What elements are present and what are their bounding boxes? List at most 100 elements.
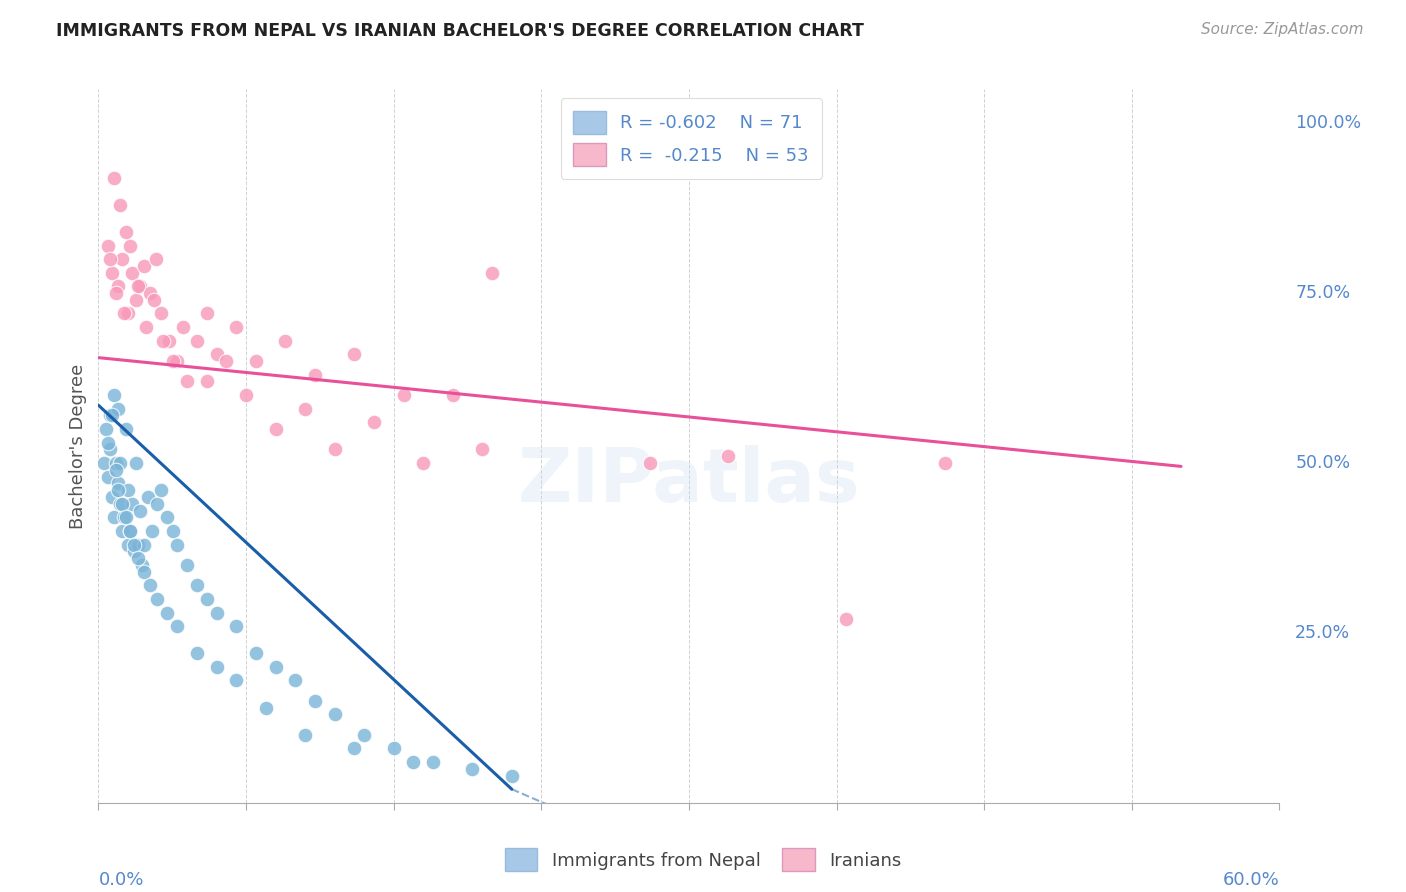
Point [101, 490, 124, 504]
Text: ZIPatlas: ZIPatlas [517, 445, 860, 518]
Point [115, 225, 138, 239]
Point [195, 375, 218, 389]
Point [103, 510, 125, 524]
Point [284, 673, 307, 688]
Point [274, 334, 297, 348]
Point [157, 334, 180, 348]
Point [103, 388, 125, 402]
Point [107, 401, 129, 416]
Point [156, 606, 179, 620]
Point [195, 306, 218, 320]
Point [835, 612, 858, 626]
Point [146, 591, 169, 606]
Point [117, 483, 139, 498]
Point [97, 435, 120, 450]
Point [101, 409, 124, 423]
Text: 25.0%: 25.0% [1295, 624, 1350, 642]
Point [481, 266, 503, 280]
Point [323, 707, 346, 722]
Point [128, 279, 150, 293]
Point [441, 388, 464, 402]
Point [98, 409, 121, 423]
Point [162, 354, 184, 368]
Point [172, 320, 194, 334]
Point [225, 673, 247, 688]
Point [156, 510, 179, 524]
Point [107, 476, 129, 491]
Point [343, 741, 366, 756]
Point [186, 646, 208, 660]
Text: Source: ZipAtlas.com: Source: ZipAtlas.com [1201, 22, 1364, 37]
Point [176, 558, 198, 572]
Point [122, 537, 145, 551]
Point [93, 456, 115, 470]
Point [638, 456, 661, 470]
Point [103, 170, 125, 185]
Point [118, 524, 141, 538]
Point [112, 510, 135, 524]
Point [108, 456, 131, 470]
Point [101, 266, 124, 280]
Point [117, 306, 139, 320]
Point [107, 483, 129, 498]
Point [412, 456, 434, 470]
Point [205, 660, 228, 674]
Point [105, 286, 128, 301]
Point [304, 694, 326, 708]
Point [225, 320, 247, 334]
Point [402, 755, 425, 769]
Point [132, 565, 155, 579]
Point [125, 456, 148, 470]
Point [353, 728, 375, 742]
Point [166, 619, 188, 633]
Text: 60.0%: 60.0% [1223, 871, 1279, 888]
Text: 100.0%: 100.0% [1295, 114, 1361, 132]
Point [136, 490, 159, 504]
Point [294, 728, 316, 742]
Legend: R = -0.602    N = 71, R =  -0.215    N = 53: R = -0.602 N = 71, R = -0.215 N = 53 [561, 98, 821, 179]
Point [121, 266, 143, 280]
Point [471, 442, 494, 457]
Point [115, 510, 138, 524]
Point [501, 769, 523, 783]
Point [132, 537, 155, 551]
Point [195, 591, 218, 606]
Point [118, 238, 141, 252]
Point [98, 252, 121, 266]
Point [162, 524, 184, 538]
Text: IMMIGRANTS FROM NEPAL VS IRANIAN BACHELOR'S DEGREE CORRELATION CHART: IMMIGRANTS FROM NEPAL VS IRANIAN BACHELO… [56, 22, 865, 40]
Point [304, 368, 326, 382]
Point [125, 293, 148, 307]
Point [131, 558, 153, 572]
Point [138, 578, 160, 592]
Point [245, 354, 267, 368]
Point [118, 524, 141, 538]
Point [135, 320, 157, 334]
Point [108, 198, 131, 212]
Point [186, 334, 208, 348]
Point [97, 469, 120, 483]
Point [142, 293, 165, 307]
Point [235, 388, 257, 402]
Point [122, 544, 145, 558]
Y-axis label: Bachelor's Degree: Bachelor's Degree [69, 363, 87, 529]
Point [205, 606, 228, 620]
Point [150, 306, 173, 320]
Point [934, 456, 956, 470]
Point [111, 252, 134, 266]
Point [717, 449, 740, 463]
Text: 50.0%: 50.0% [1295, 454, 1350, 472]
Point [166, 537, 188, 551]
Point [138, 286, 160, 301]
Point [205, 347, 228, 361]
Point [105, 463, 128, 477]
Point [127, 537, 149, 551]
Point [127, 279, 149, 293]
Point [107, 279, 129, 293]
Point [422, 755, 444, 769]
Point [166, 354, 188, 368]
Point [150, 483, 173, 498]
Point [215, 354, 238, 368]
Point [97, 238, 120, 252]
Text: 0.0%: 0.0% [98, 871, 143, 888]
